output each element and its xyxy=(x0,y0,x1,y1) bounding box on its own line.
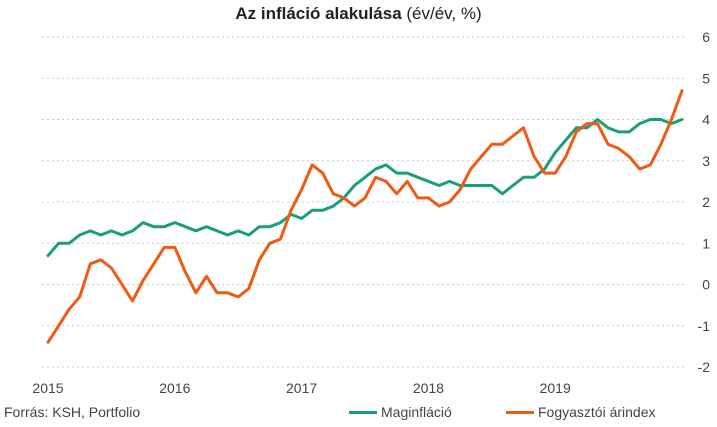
legend-item-cpi: Fogyasztói árindex xyxy=(506,404,656,420)
y-tick-label: -2 xyxy=(698,359,711,375)
series-line-cpi xyxy=(46,89,684,344)
legend-item-core-inflation: Maginfláció xyxy=(349,404,452,420)
chart-title-unit: (év/év, %) xyxy=(401,4,482,23)
y-tick-label: 3 xyxy=(702,153,710,169)
gridlines xyxy=(42,36,686,368)
x-axis-ticks: 2015 2016 2017 2018 2019 xyxy=(32,380,571,396)
x-tick-label: 2018 xyxy=(413,380,444,396)
x-tick-label: 2015 xyxy=(32,380,63,396)
y-tick-label: 2 xyxy=(702,194,710,210)
chart-title: Az infláció alakulása (év/év, %) xyxy=(0,4,717,24)
x-tick-label: 2017 xyxy=(286,380,317,396)
y-tick-label: 5 xyxy=(702,70,710,86)
y-tick-label: -1 xyxy=(698,318,711,334)
legend-swatch-cpi xyxy=(506,410,534,414)
y-tick-label: 4 xyxy=(702,112,710,128)
legend-swatch-core-inflation xyxy=(349,410,377,414)
legend-label-core-inflation: Maginfláció xyxy=(381,404,452,420)
x-tick-label: 2016 xyxy=(159,380,190,396)
y-tick-label: 6 xyxy=(702,29,710,45)
y-tick-label: 1 xyxy=(702,235,710,251)
chart-title-main: Az infláció alakulása xyxy=(235,4,402,23)
legend-label-cpi: Fogyasztói árindex xyxy=(538,404,656,420)
y-tick-label: 0 xyxy=(702,277,710,293)
series-lines xyxy=(46,89,684,344)
series-line-core-inflation xyxy=(46,118,684,258)
x-tick-label: 2019 xyxy=(540,380,571,396)
source-note: Forrás: KSH, Portfolio xyxy=(4,404,141,420)
y-axis-ticks: 6 5 4 3 2 1 0 -1 -2 xyxy=(698,29,711,375)
